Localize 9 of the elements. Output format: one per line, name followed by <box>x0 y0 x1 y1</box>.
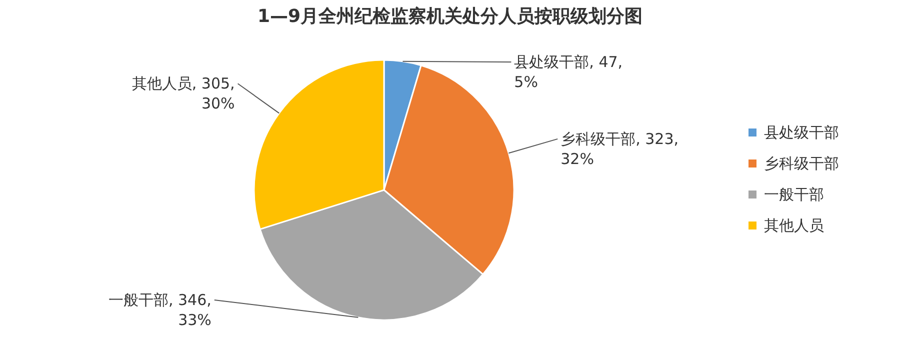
legend-label: 其他人员 <box>764 216 824 234</box>
data-label: 一般干部, 346, 33% <box>108 291 212 329</box>
data-label: 县处级干部, 47, 5% <box>514 53 623 91</box>
data-label: 乡科级干部, 323, 32% <box>560 130 679 168</box>
legend-label: 县处级干部 <box>764 124 839 142</box>
chart-title: 1—9月全州纪检监察机关处分人员按职级划分图 <box>257 6 643 27</box>
legend-label: 一般干部 <box>764 186 824 204</box>
data-label: 其他人员, 305, 30% <box>132 74 235 113</box>
legend-label: 乡科级干部 <box>764 154 839 172</box>
